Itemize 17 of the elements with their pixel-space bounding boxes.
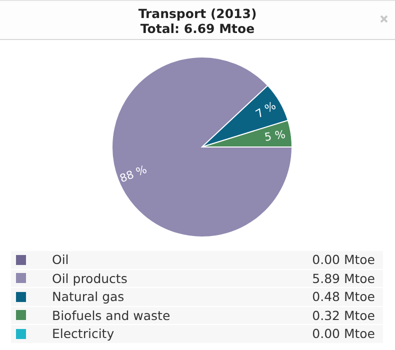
text: 5 % — [264, 128, 286, 144]
legend-label: Oil — [44, 251, 258, 268]
pie-slice — [202, 85, 288, 148]
data-label: 5.89 Mtoe — [258, 270, 383, 287]
text: 7 % — [254, 99, 278, 121]
text: 0.00 Mtoe — [312, 252, 375, 268]
chart-title: Transport (2013) — [137, 6, 258, 21]
chart-subtitle: Total: 6.69 Mtoe — [139, 21, 256, 36]
legend-label: Biofuels and waste — [44, 306, 258, 324]
legend-label: Oil products — [44, 270, 258, 287]
text: 88 % — [118, 162, 149, 186]
legend-label: Electricity — [44, 325, 258, 342]
data-label: 0.32 Mtoe — [258, 306, 383, 324]
pie-slice — [112, 56, 292, 238]
legend-label: Natural gas — [44, 288, 258, 306]
data-label: 0.48 Mtoe — [258, 288, 383, 306]
text: 0.00 Mtoe — [312, 326, 375, 342]
